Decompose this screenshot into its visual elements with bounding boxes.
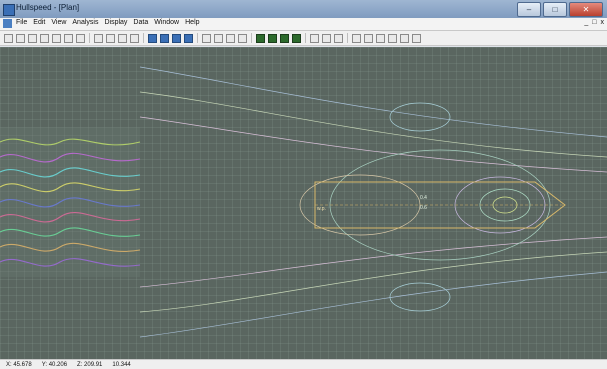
- green3-icon[interactable]: [280, 33, 289, 43]
- pan-icon[interactable]: [118, 33, 127, 43]
- grid-icon[interactable]: [322, 33, 331, 43]
- wave-field: [0, 138, 141, 267]
- mdi-restore-button[interactable]: □: [592, 19, 597, 26]
- toolbar-separator: [143, 33, 144, 43]
- menu-data[interactable]: Data: [133, 19, 149, 26]
- menu-help[interactable]: Help: [185, 19, 200, 26]
- toolbar-separator: [89, 33, 90, 43]
- copy-icon[interactable]: [52, 33, 61, 43]
- ruler-icon[interactable]: [310, 33, 319, 43]
- contour-plot: w.p. 0.4 0.6: [0, 47, 607, 359]
- view2-icon[interactable]: [160, 33, 169, 43]
- cut-icon[interactable]: [40, 33, 49, 43]
- arrow-up-icon[interactable]: [388, 33, 397, 43]
- toolbar-separator: [251, 33, 252, 43]
- menu-window[interactable]: Window: [154, 19, 180, 26]
- green2-icon[interactable]: [268, 33, 277, 43]
- image-icon[interactable]: [238, 33, 247, 43]
- hull-label-wp: w.p.: [317, 206, 326, 212]
- wave-icon[interactable]: [214, 33, 223, 43]
- toolbar: [0, 31, 607, 46]
- view4-icon[interactable]: [184, 33, 193, 43]
- view3-icon[interactable]: [172, 33, 181, 43]
- pointer-icon[interactable]: [352, 33, 361, 43]
- menu-view[interactable]: View: [51, 19, 67, 26]
- arrow-left-icon[interactable]: [376, 33, 385, 43]
- window-title: Hullspeed - [Plan]: [16, 3, 80, 12]
- minimize-button[interactable]: –: [517, 2, 541, 17]
- menu-bar: File Edit View Analysis Display Data Win…: [0, 18, 607, 31]
- status-x: X: 45.678: [6, 361, 32, 368]
- graph-icon[interactable]: [334, 33, 343, 43]
- status-value: 10.344: [112, 361, 131, 368]
- contour-lines: [139, 66, 607, 338]
- zoom-in-icon[interactable]: [94, 33, 103, 43]
- wave-field-band: [0, 127, 140, 277]
- menu-display[interactable]: Display: [104, 19, 128, 26]
- menu-edit[interactable]: Edit: [33, 19, 46, 26]
- toolbar-separator: [305, 33, 306, 43]
- home-icon[interactable]: [130, 33, 139, 43]
- status-z: Z: 209.91: [77, 361, 103, 368]
- arrow-down-icon[interactable]: [364, 33, 373, 43]
- flag-icon[interactable]: [412, 33, 421, 43]
- hull-outline: [314, 181, 566, 229]
- paste-icon[interactable]: [64, 33, 73, 43]
- save-icon[interactable]: [28, 33, 37, 43]
- hull-label-b: 0.6: [420, 205, 427, 211]
- green4-icon[interactable]: [292, 33, 301, 43]
- status-bar: X: 45.678 Y: 40.206 Z: 209.91 10.344: [0, 359, 607, 369]
- view1-icon[interactable]: [148, 33, 157, 43]
- zoom-out-icon[interactable]: [106, 33, 115, 43]
- maximize-button[interactable]: □: [543, 2, 567, 17]
- mdi-close-button[interactable]: x: [600, 19, 605, 26]
- app-icon: [3, 4, 15, 16]
- status-y: Y: 40.206: [41, 361, 68, 368]
- green1-icon[interactable]: [256, 33, 265, 43]
- open-icon[interactable]: [16, 33, 25, 43]
- close-button[interactable]: ✕: [569, 2, 603, 17]
- calc-icon[interactable]: [202, 33, 211, 43]
- title-bar: Hullspeed - [Plan] – □ ✕: [0, 0, 607, 18]
- menu-file[interactable]: File: [16, 19, 28, 26]
- toolbar-separator: [197, 33, 198, 43]
- mdi-minimize-button[interactable]: _: [584, 19, 589, 26]
- settings-icon[interactable]: [226, 33, 235, 43]
- menu-analysis[interactable]: Analysis: [72, 19, 99, 26]
- new-icon[interactable]: [4, 33, 13, 43]
- print-icon[interactable]: [76, 33, 85, 43]
- document-icon: [3, 19, 12, 28]
- hull-label-a: 0.4: [420, 195, 427, 201]
- arrow-right-icon[interactable]: [400, 33, 409, 43]
- plan-view-canvas[interactable]: w.p. 0.4 0.6: [0, 47, 607, 359]
- toolbar-separator: [347, 33, 348, 43]
